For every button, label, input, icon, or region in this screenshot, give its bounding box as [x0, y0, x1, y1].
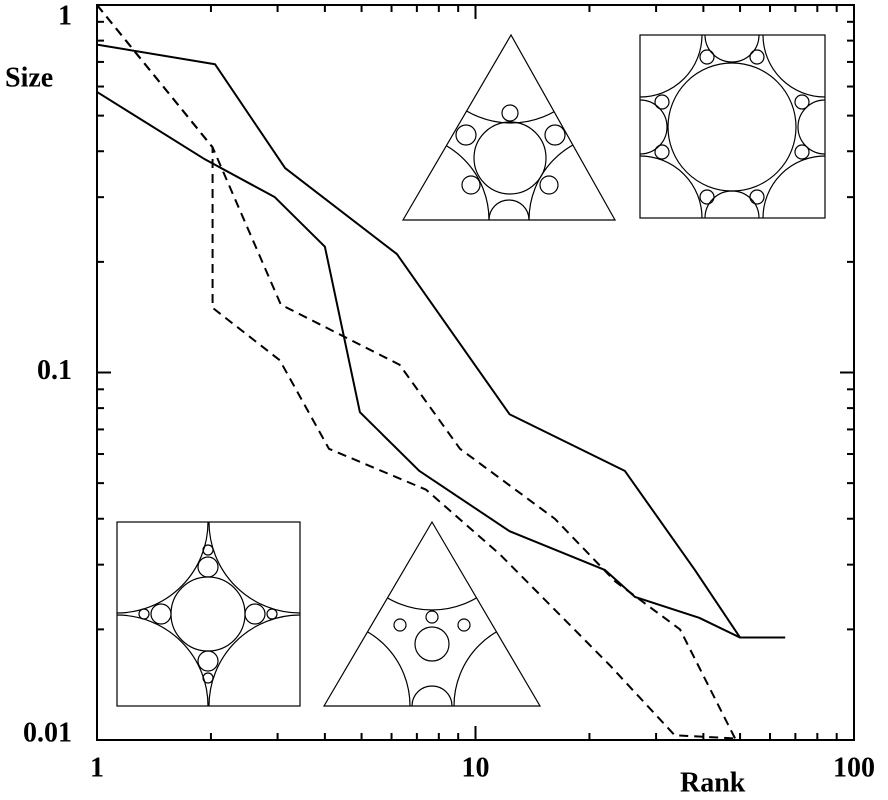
- x-tick-label: 100: [833, 752, 875, 783]
- inset-square-top: [639, 34, 826, 219]
- y-axis-label: Size: [5, 62, 53, 93]
- series-line: [96, 43, 786, 639]
- y-tick-label: 0.01: [23, 717, 72, 748]
- series-line: [96, 91, 741, 639]
- inset-square-bottom: [116, 521, 301, 707]
- x-axis-label: Rank: [680, 767, 746, 798]
- x-tick-label: 10: [462, 752, 490, 783]
- inset-triangle-top: [401, 33, 617, 221]
- series-line: [96, 4, 736, 739]
- x-tick-label: 1: [90, 752, 104, 783]
- inset-triangle-bottom: [322, 520, 542, 707]
- y-tick-label: 0.1: [37, 355, 72, 386]
- series-line: [96, 4, 736, 740]
- y-tick-label: 1: [58, 0, 72, 31]
